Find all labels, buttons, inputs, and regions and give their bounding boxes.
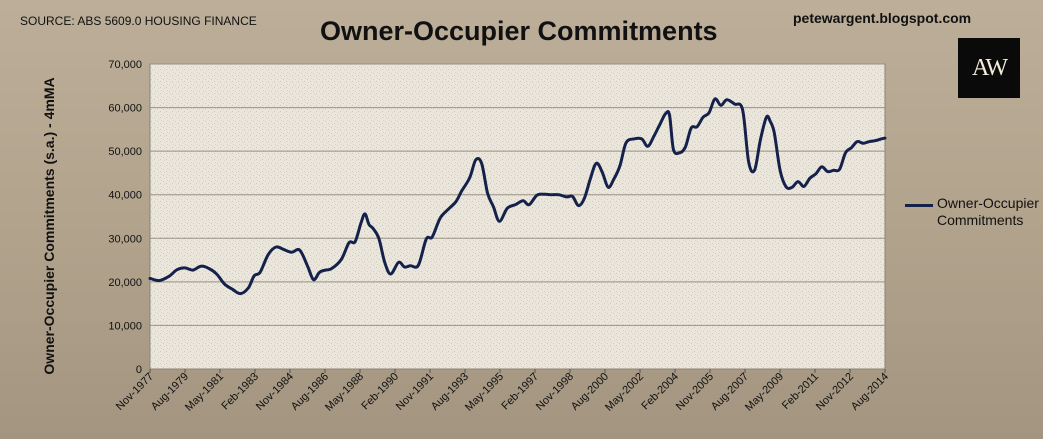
y-tick-label: 50,000 [108,146,142,158]
source-note: SOURCE: ABS 5609.0 HOUSING FINANCE [20,14,257,28]
y-tick-label: 10,000 [108,320,142,332]
plot-area [149,63,886,370]
x-tick-label: Aug-2014 [849,371,891,413]
y-tick-label: 60,000 [108,103,142,115]
chart-title: Owner-Occupier Commitments [320,16,718,46]
x-tick-label: May-1995 [463,371,506,414]
blog-url: petewargent.blogspot.com [793,10,972,26]
gridlines [150,63,885,326]
x-tick-label: May-1988 [323,371,366,414]
y-tick-label: 0 [136,364,142,376]
y-axis-title: Owner-Occupier Commitments (s.a.) - 4mMA [41,77,57,374]
y-tick-label: 30,000 [108,233,142,245]
y-tick-label: 70,000 [108,59,142,71]
x-tick-label: May-2009 [743,371,786,414]
y-axis: 0 10,000 20,000 30,000 40,000 50,000 60,000 70,… [108,59,142,376]
y-tick-label: 40,000 [108,190,142,202]
y-tick-label: 20,000 [108,277,142,289]
series-line-owner-occupier [148,97,887,296]
legend-swatch [905,204,933,207]
x-axis: Nov-1977Aug-1979May-1981Feb-1983Nov-1984… [114,369,891,414]
aw-logo: AW [958,38,1020,98]
legend-label: Owner-Occupier Commitments [937,195,1039,228]
x-tick-label: May-1981 [183,371,226,414]
logo-text: AW [971,54,1008,81]
x-tick-label: May-2002 [603,371,646,414]
